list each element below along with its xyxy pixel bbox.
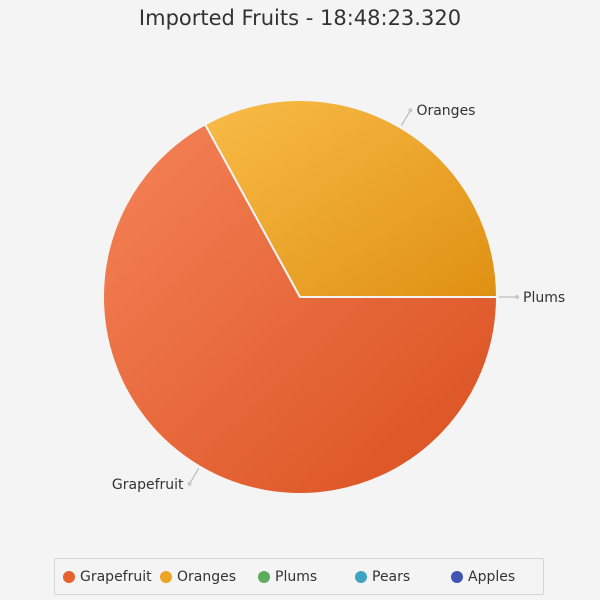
- legend-label-plums: Plums: [275, 568, 318, 585]
- legend-swatch-oranges: [160, 570, 172, 583]
- slice-label-plums: Plums: [523, 290, 565, 306]
- label-dot-oranges: [408, 108, 413, 113]
- legend-item-oranges: Oranges: [160, 569, 258, 585]
- pie-slice-oranges[interactable]: [203, 99, 499, 298]
- legend-item-plums: Plums: [258, 569, 355, 585]
- label-leader-grapefruit: [189, 468, 200, 485]
- slice-label-oranges: Oranges: [416, 103, 475, 119]
- chart-title: Imported Fruits - 18:48:23.320: [138, 6, 462, 30]
- label-leader-oranges: [400, 109, 411, 126]
- legend-label-pears: Pears: [372, 568, 411, 585]
- label-dot-grapefruit: [187, 481, 192, 486]
- chart-legend: Grapefruit Oranges Plums Pears Apples: [54, 558, 544, 595]
- legend-label-oranges: Oranges: [177, 568, 237, 585]
- legend-swatch-pears: [355, 570, 367, 583]
- legend-item-pears: Pears: [355, 569, 451, 585]
- legend-swatch-plums: [258, 570, 270, 583]
- pie-slice-grapefruit[interactable]: [102, 123, 499, 495]
- legend-label-grapefruit: Grapefruit: [80, 568, 152, 585]
- label-dot-plums: [515, 295, 519, 299]
- legend-item-grapefruit: Grapefruit: [63, 569, 160, 585]
- legend-swatch-grapefruit: [63, 570, 75, 583]
- slice-label-grapefruit: Grapefruit: [112, 477, 184, 493]
- legend-swatch-apples: [451, 570, 463, 583]
- legend-item-apples: Apples: [451, 569, 531, 585]
- legend-label-apples: Apples: [468, 568, 516, 585]
